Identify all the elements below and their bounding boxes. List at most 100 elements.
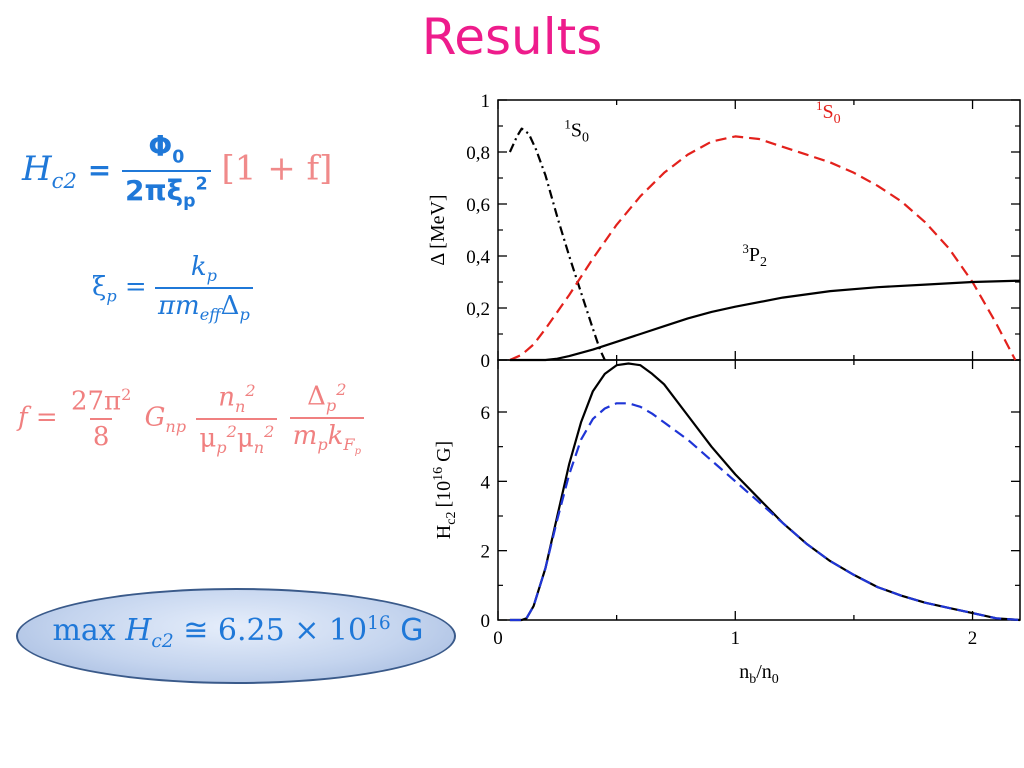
hc2-num-sub: 0	[172, 147, 185, 168]
max-hc2-result: max Hc2 ≅ 6.25 × 1016 G	[20, 613, 456, 652]
x-axis-label: nb/n0	[739, 661, 779, 687]
f-mu-n-sub: n	[253, 437, 265, 457]
chart-figure: 0 0,2 0,4 0,6 0,8 1 1S0 1S0 3P2 0 2 4 6 0 1 2 Δ [MeV] H…	[427, 91, 1021, 687]
x-tick-label: 1	[731, 628, 741, 649]
hc2-den-sub: p	[183, 191, 196, 212]
f-mass: m	[292, 420, 318, 451]
f-delta-sup: 2	[336, 380, 347, 399]
f-k: k	[327, 420, 344, 451]
f-equals: =	[35, 402, 58, 433]
xi-den-b: Δ	[220, 291, 240, 322]
hc2-den-symbol: 2πξ	[124, 173, 184, 207]
y-tick-label: 1	[481, 91, 491, 112]
y-tick-label: 2	[481, 542, 491, 563]
bottom-panel-frame	[497, 359, 1021, 621]
f-k-sub-p: p	[354, 446, 361, 458]
f-coef-num: 27π	[70, 386, 122, 417]
max-approx: ≅ 6.25 × 10	[183, 613, 368, 648]
curve-annotation: 1S0	[816, 98, 841, 127]
curve-annotation: 3P2	[742, 241, 767, 270]
series-line	[508, 127, 606, 361]
hc2-fraction: Φ0 2πξp2	[121, 130, 211, 212]
bottom-ylabel-exp: 16	[431, 467, 446, 481]
y-tick-label: 0,8	[466, 143, 490, 164]
y-tick-label: 0,2	[466, 299, 490, 320]
f-delta-sub: p	[325, 395, 337, 415]
xi-den-b-sub: p	[239, 305, 250, 325]
hc2-denominator: 2πξp2	[121, 169, 211, 212]
f-gap-numerator: Δp2	[304, 380, 349, 417]
hc2-lhs: Hc2	[22, 148, 77, 193]
xi-lhs: ξ	[92, 272, 107, 303]
series-line	[509, 362, 1021, 622]
f-density-denominator: μp2μn2	[196, 417, 278, 457]
hc2-lhs-sub: c2	[51, 167, 77, 193]
f-coef-denominator: 8	[89, 418, 113, 452]
f-mass-sub: p	[317, 435, 328, 455]
series-line	[509, 135, 1017, 362]
f-mu-n: μ	[236, 423, 254, 454]
y-tick-label: 0	[481, 351, 491, 372]
f-mu-n-sup: 2	[264, 421, 275, 441]
f-coef-numerator: 27π2	[68, 385, 134, 419]
xi-fraction: kp πmeffΔp	[154, 252, 253, 325]
f-gap-fraction: Δp2 mpkFp	[289, 380, 364, 458]
xi-den-a: πm	[157, 291, 200, 322]
xi-equals: =	[124, 272, 147, 303]
max-prefix: max	[52, 613, 116, 648]
hc2-bracket: [1 + f]	[221, 148, 333, 189]
xi-lhs-sub: p	[106, 286, 117, 306]
hc2-den-sup: 2	[195, 174, 208, 195]
xlabel-sub-0: 0	[772, 672, 779, 687]
xi-numerator: kp	[188, 252, 220, 287]
hc2-num-symbol: Φ	[148, 130, 173, 163]
f-k-sub: Fp	[343, 435, 361, 458]
f-mu-p: μ	[199, 423, 217, 454]
max-unit: G	[400, 613, 424, 648]
tick-labels: 0 0,2 0,4 0,6 0,8 1 1S0 1S0 3P2 0 2 4 6 0 1 2	[466, 91, 977, 649]
max-exponent: 16	[367, 613, 391, 634]
xi-denominator: πmeffΔp	[154, 287, 253, 325]
f-n-num-sub: n	[234, 396, 246, 416]
x-tick-label: 2	[968, 628, 978, 649]
curve-annotation: 1S0	[564, 116, 589, 145]
xi-den-sub: eff	[199, 305, 221, 325]
bottom-ylabel: Hc2 [1016 G]	[431, 441, 459, 539]
f-delta: Δ	[307, 381, 326, 412]
top-ylabel: Δ [MeV]	[427, 194, 449, 265]
xi-num-symbol: k	[190, 252, 207, 282]
max-h-sub: c2	[151, 631, 174, 652]
max-h: Hc2	[125, 613, 173, 652]
data-curves	[508, 127, 1021, 622]
hc2-lhs-symbol: H	[22, 148, 52, 189]
f-coef-num-sup: 2	[121, 384, 132, 404]
xi-num-sub: p	[206, 266, 217, 286]
series-line	[509, 402, 1021, 622]
slide-title: Results	[421, 8, 603, 66]
xi-equation: ξp = kp πmeffΔp	[92, 252, 253, 324]
xlabel-n: n	[739, 661, 749, 683]
f-lhs: f	[18, 402, 28, 433]
f-g-symbol: G	[144, 402, 166, 433]
bottom-ylabel-unit: [10	[433, 481, 455, 508]
f-n-num-sup: 2	[245, 380, 256, 400]
series-line	[509, 279, 1021, 362]
f-gap-denominator: mpkFp	[289, 416, 364, 458]
y-tick-label: 0,4	[466, 247, 490, 268]
f-k-sub-f: F	[343, 435, 355, 455]
f-density-fraction: nn2 μp2μn2	[196, 380, 278, 457]
hc2-equation: Hc2 = Φ0 2πξp2 [1 + f]	[22, 130, 332, 211]
result-highlight-ellipse	[16, 588, 456, 684]
bottom-ylabel-sub: c2	[444, 512, 459, 525]
bottom-ylabel-end: G]	[433, 441, 455, 467]
f-mu-p-sup: 2	[226, 421, 237, 441]
y-tick-label: 4	[481, 472, 491, 493]
y-tick-label: 0	[481, 611, 491, 632]
y-tick-label: 6	[481, 403, 491, 424]
max-h-symbol: H	[125, 613, 152, 648]
f-g-sub: np	[165, 416, 187, 436]
xlabel-n0: /n	[756, 661, 772, 683]
y-tick-label: 0,6	[466, 195, 490, 216]
bottom-ylabel-h: H	[433, 525, 455, 539]
f-equation: f = 27π2 8 Gnp nn2 μp2μn2 Δp2 mpkFp	[18, 380, 366, 457]
